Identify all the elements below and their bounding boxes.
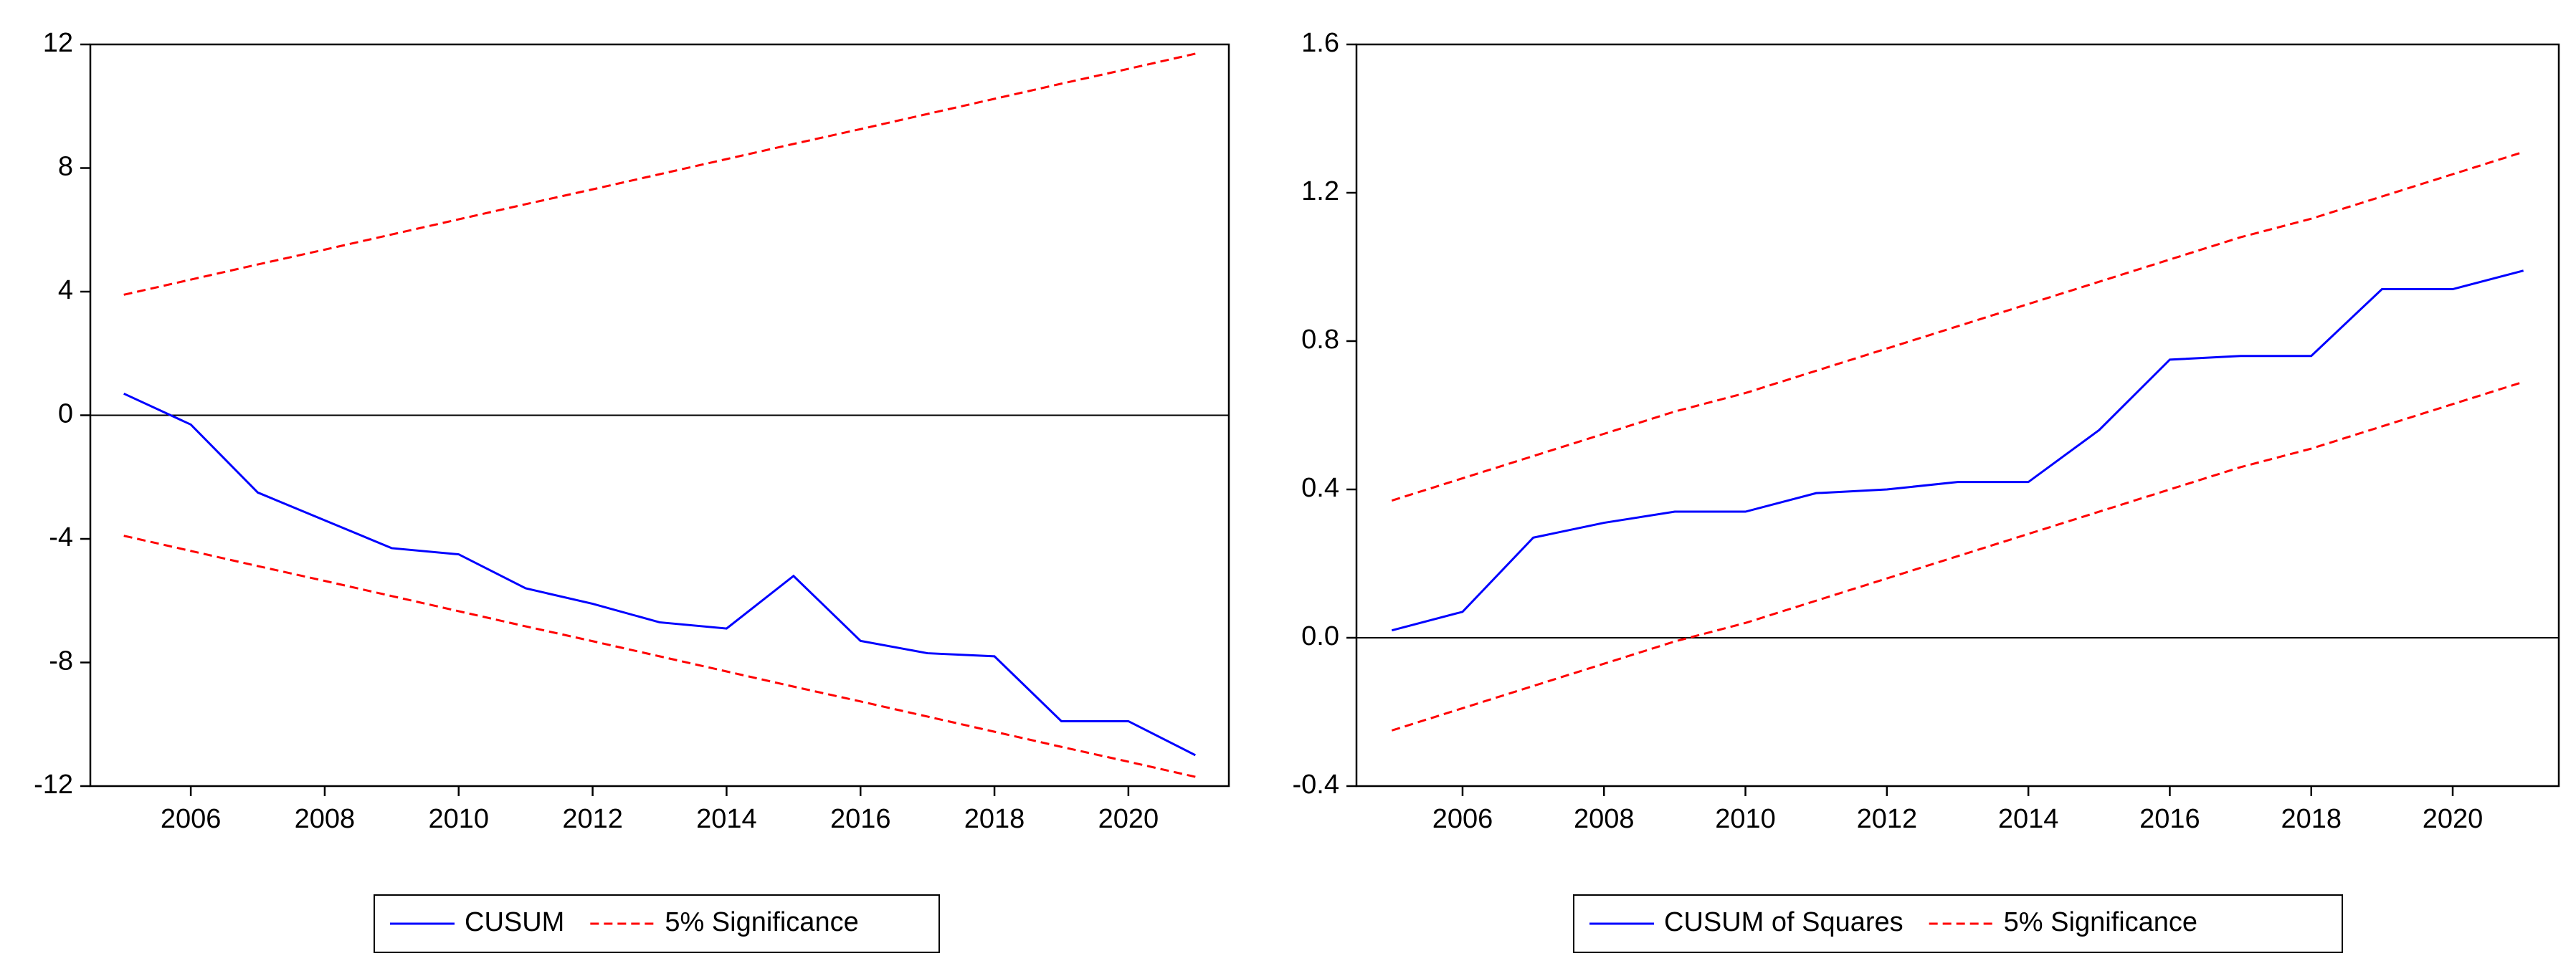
x-tick-label: 2016 bbox=[830, 804, 891, 834]
x-tick-label: 2016 bbox=[2139, 804, 2200, 834]
y-tick-label: -0.4 bbox=[1293, 770, 1339, 800]
legend-box bbox=[374, 894, 940, 953]
x-tick-label: 2020 bbox=[2423, 804, 2484, 834]
x-tick-label: 2010 bbox=[1715, 804, 1776, 834]
y-tick-label: 0 bbox=[58, 399, 73, 429]
x-tick-label: 2008 bbox=[1574, 804, 1635, 834]
series-line bbox=[1391, 381, 2524, 732]
series-line bbox=[1391, 150, 2524, 502]
y-tick-label: 0.0 bbox=[1301, 621, 1339, 651]
x-tick-label: 2012 bbox=[562, 804, 623, 834]
plot-frame bbox=[1355, 43, 2560, 788]
x-tick-label: 2018 bbox=[2281, 804, 2342, 834]
y-tick-label: 8 bbox=[58, 152, 73, 182]
y-tick-label: 4 bbox=[58, 275, 73, 305]
series-line bbox=[123, 52, 1196, 296]
y-tick-label: -12 bbox=[34, 770, 73, 800]
series-line bbox=[1391, 269, 2524, 632]
x-tick-label: 2020 bbox=[1098, 804, 1159, 834]
y-tick-label: 0.8 bbox=[1301, 325, 1339, 355]
legend-label: CUSUM of Squares bbox=[1664, 907, 1904, 937]
x-tick-label: 2014 bbox=[696, 804, 757, 834]
x-tick-label: 2006 bbox=[1432, 804, 1493, 834]
x-tick-label: 2008 bbox=[295, 804, 356, 834]
series-line bbox=[123, 392, 1196, 757]
y-tick-label: 1.6 bbox=[1301, 28, 1339, 58]
x-tick-label: 2010 bbox=[428, 804, 489, 834]
y-tick-label: -4 bbox=[49, 522, 73, 552]
y-tick-label: 0.4 bbox=[1301, 473, 1339, 503]
x-tick-label: 2018 bbox=[964, 804, 1025, 834]
legend-label: CUSUM bbox=[465, 907, 564, 937]
y-tick-label: -8 bbox=[49, 646, 73, 676]
legend-label: 5% Significance bbox=[2004, 907, 2197, 937]
x-tick-label: 2006 bbox=[161, 804, 222, 834]
y-tick-label: 12 bbox=[43, 28, 73, 58]
series-line bbox=[123, 535, 1196, 778]
legend-label: 5% Significance bbox=[665, 907, 858, 937]
y-tick-label: 1.2 bbox=[1301, 176, 1339, 206]
x-tick-label: 2014 bbox=[1998, 804, 2059, 834]
x-tick-label: 2012 bbox=[1857, 804, 1918, 834]
